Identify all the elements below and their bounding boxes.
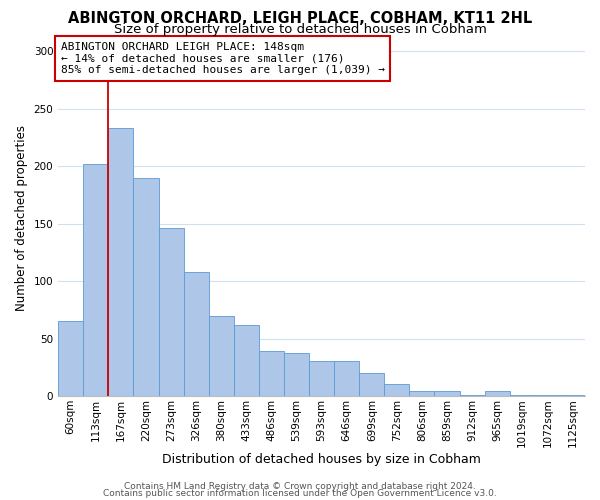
Bar — [109, 128, 133, 396]
Bar — [234, 324, 259, 396]
Text: ABINGTON ORCHARD LEIGH PLACE: 148sqm
← 14% of detached houses are smaller (176)
: ABINGTON ORCHARD LEIGH PLACE: 148sqm ← 1… — [61, 42, 385, 75]
Bar — [409, 392, 434, 396]
Bar — [334, 362, 359, 396]
Bar — [209, 316, 234, 396]
Bar — [510, 395, 535, 396]
Bar — [460, 395, 485, 396]
Bar — [485, 392, 510, 396]
Text: Contains HM Land Registry data © Crown copyright and database right 2024.: Contains HM Land Registry data © Crown c… — [124, 482, 476, 491]
Text: Contains public sector information licensed under the Open Government Licence v3: Contains public sector information licen… — [103, 488, 497, 498]
Bar — [133, 178, 158, 396]
Bar — [158, 228, 184, 396]
Text: Size of property relative to detached houses in Cobham: Size of property relative to detached ho… — [113, 22, 487, 36]
X-axis label: Distribution of detached houses by size in Cobham: Distribution of detached houses by size … — [162, 453, 481, 466]
Bar — [83, 164, 109, 396]
Bar — [434, 392, 460, 396]
Bar — [309, 362, 334, 396]
Bar — [259, 351, 284, 396]
Bar — [535, 395, 560, 396]
Bar — [58, 322, 83, 396]
Bar — [560, 395, 585, 396]
Text: ABINGTON ORCHARD, LEIGH PLACE, COBHAM, KT11 2HL: ABINGTON ORCHARD, LEIGH PLACE, COBHAM, K… — [68, 11, 532, 26]
Bar — [385, 384, 409, 396]
Bar — [184, 272, 209, 396]
Bar — [284, 354, 309, 396]
Bar — [359, 373, 385, 396]
Y-axis label: Number of detached properties: Number of detached properties — [15, 125, 28, 311]
